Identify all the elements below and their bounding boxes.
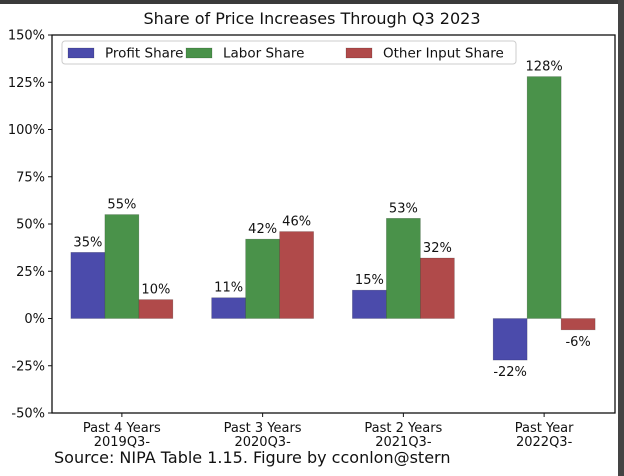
- data-label: -6%: [565, 335, 590, 350]
- data-label: 32%: [423, 241, 452, 256]
- legend-swatch: [185, 47, 213, 59]
- y-tick-label: 50%: [16, 218, 45, 233]
- legend-swatch: [345, 47, 373, 59]
- bar-profit-share: [211, 297, 246, 319]
- bar-labor-share: [526, 76, 562, 319]
- data-label: 10%: [141, 283, 170, 298]
- y-tick-label: 100%: [8, 123, 45, 138]
- x-tick-sublabel: 2020Q3-: [234, 435, 291, 450]
- data-label: -22%: [493, 365, 527, 380]
- bar-other-input-share: [560, 318, 596, 331]
- x-tick-sublabel: 2022Q3-: [516, 435, 573, 450]
- plot-frame: [51, 34, 616, 414]
- data-label: 55%: [107, 198, 136, 213]
- bar-profit-share: [352, 289, 387, 319]
- chart-title: Share of Price Increases Through Q3 2023: [143, 9, 481, 28]
- bar-labor-share: [386, 218, 421, 319]
- data-label: 53%: [389, 201, 418, 216]
- window-right-border: [618, 0, 624, 476]
- data-labels: 35% 55% 10% 11% 42% 46% 15% 53% 32% -22% 128% -6%: [73, 60, 590, 380]
- y-tick-label: -50%: [11, 407, 45, 422]
- legend-label: Profit Share: [105, 46, 183, 62]
- bar-profit-share: [492, 318, 528, 361]
- x-tick-sublabel: 2021Q3-: [375, 435, 432, 450]
- x-tick-label: Past 4 Years: [83, 421, 161, 436]
- y-tick-label: 0%: [24, 312, 45, 327]
- data-label: 42%: [248, 222, 277, 237]
- y-tick-label: 150%: [8, 29, 45, 44]
- y-tick-label: 125%: [8, 76, 45, 91]
- window-top-border: [0, 0, 624, 4]
- data-label: 35%: [73, 235, 102, 250]
- y-tick-label: 25%: [16, 265, 45, 280]
- source-note: Source: NIPA Table 1.15. Figure by cconl…: [54, 448, 451, 467]
- legend-label: Other Input Share: [383, 46, 504, 62]
- y-axis: -50% -25% 0% 25% 50% 75% 100% 125% 150%: [8, 29, 52, 422]
- x-tick-label: Past 3 Years: [224, 421, 302, 436]
- bar-profit-share: [70, 252, 106, 319]
- x-tick-label: Past Year: [515, 421, 574, 436]
- legend: Profit Share Labor Share Other Input Share: [61, 40, 517, 65]
- y-tick-label: 75%: [16, 170, 45, 185]
- data-label: 11%: [214, 281, 243, 296]
- bar-other-input-share: [279, 231, 314, 319]
- data-label: 128%: [526, 60, 563, 75]
- data-label: 15%: [355, 273, 384, 288]
- bar-labor-share: [245, 238, 280, 319]
- bar-labor-share: [104, 214, 140, 319]
- x-tick-sublabel: 2019Q3-: [94, 435, 151, 450]
- bar-other-input-share: [138, 299, 174, 319]
- x-tick-label: Past 2 Years: [364, 421, 442, 436]
- legend-swatch: [67, 47, 95, 59]
- legend-box: [61, 40, 517, 65]
- legend-label: Labor Share: [223, 46, 304, 62]
- data-label: 46%: [282, 215, 311, 230]
- bar-other-input-share: [420, 257, 455, 319]
- bars: [70, 76, 596, 361]
- y-tick-label: -25%: [11, 359, 45, 374]
